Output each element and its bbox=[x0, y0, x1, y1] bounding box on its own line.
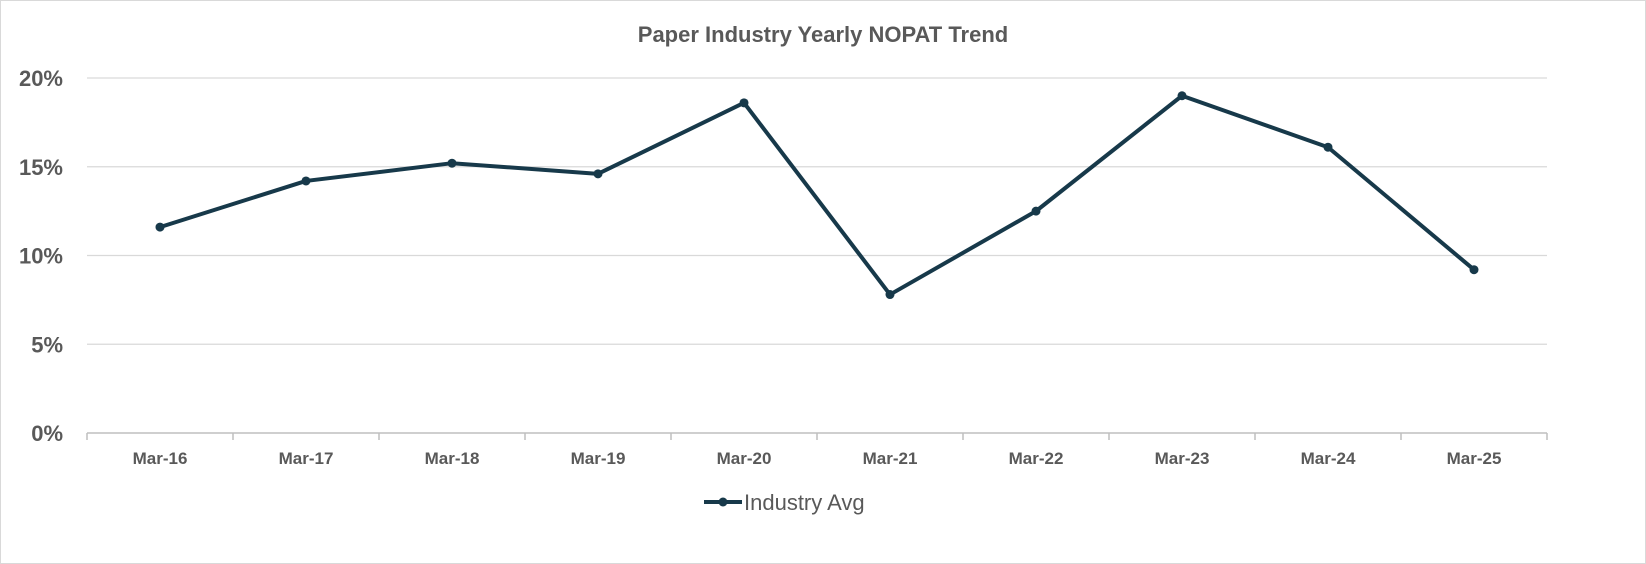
data-point[interactable] bbox=[301, 176, 311, 186]
x-tick-label: Mar-19 bbox=[571, 449, 626, 468]
y-tick-label: 15% bbox=[19, 155, 63, 180]
data-point[interactable] bbox=[155, 222, 165, 232]
x-tick-label: Mar-18 bbox=[425, 449, 480, 468]
series-group bbox=[155, 91, 1479, 300]
legend-marker bbox=[718, 497, 728, 507]
x-tick-label: Mar-22 bbox=[1009, 449, 1064, 468]
x-tick-label: Mar-25 bbox=[1447, 449, 1502, 468]
x-axis-ticks: Mar-16 Mar-17 Mar-18 Mar-19 Mar-20 Mar-21 Mar-… bbox=[133, 449, 1502, 468]
y-tick-label: 0% bbox=[31, 421, 63, 446]
data-point[interactable] bbox=[739, 98, 749, 108]
x-axis bbox=[86, 432, 1548, 440]
data-point[interactable] bbox=[885, 290, 895, 300]
data-point[interactable] bbox=[1031, 206, 1041, 216]
y-tick-label: 20% bbox=[19, 66, 63, 91]
x-tick-label: Mar-17 bbox=[279, 449, 334, 468]
legend[interactable]: Industry Avg bbox=[704, 490, 865, 515]
series-line bbox=[158, 93, 1476, 297]
x-tick-label: Mar-20 bbox=[717, 449, 772, 468]
data-point[interactable] bbox=[1469, 265, 1479, 275]
y-axis-ticks: 0% 5% 10% 15% 20% bbox=[19, 66, 63, 446]
chart-title: Paper Industry Yearly NOPAT Trend bbox=[638, 22, 1008, 47]
x-tick-label: Mar-24 bbox=[1301, 449, 1356, 468]
legend-label: Industry Avg bbox=[744, 490, 865, 515]
x-tick-label: Mar-21 bbox=[863, 449, 918, 468]
data-point[interactable] bbox=[447, 158, 457, 168]
data-point[interactable] bbox=[1177, 91, 1187, 101]
y-tick-label: 10% bbox=[19, 244, 63, 269]
y-tick-label: 5% bbox=[31, 332, 63, 357]
gridlines bbox=[87, 77, 1547, 345]
x-tick-label: Mar-23 bbox=[1155, 449, 1210, 468]
x-tick-label: Mar-16 bbox=[133, 449, 188, 468]
data-point[interactable] bbox=[593, 169, 603, 179]
data-point[interactable] bbox=[1323, 142, 1333, 152]
